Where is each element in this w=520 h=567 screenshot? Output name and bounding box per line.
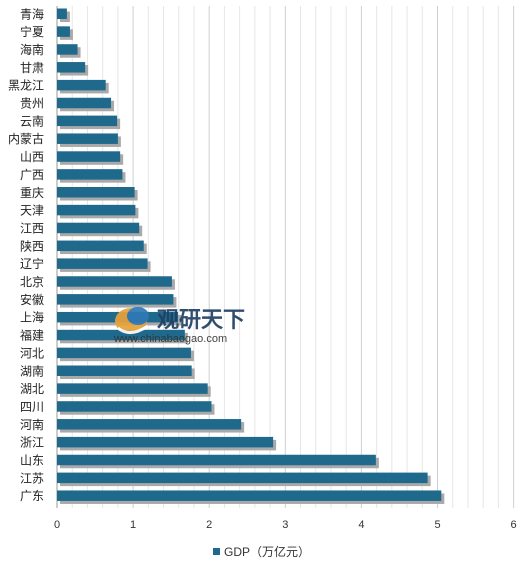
category-label: 河北 — [20, 346, 44, 360]
category-label: 北京 — [20, 275, 44, 289]
bar — [57, 187, 135, 198]
bar — [57, 454, 376, 466]
category-label: 山东 — [20, 454, 44, 468]
category-label: 云南 — [20, 113, 44, 128]
bar — [57, 401, 212, 412]
bar — [57, 347, 191, 359]
bar — [57, 44, 78, 55]
watermark-url: www.chinabaogao.com — [113, 333, 227, 345]
category-label: 青海 — [20, 6, 44, 21]
watermark-title: 观研天下 — [157, 307, 245, 332]
x-tick-label: 5 — [434, 519, 440, 531]
bar — [57, 115, 118, 127]
x-tick-label: 4 — [358, 519, 364, 531]
bar — [57, 97, 112, 109]
category-label: 黑龙江 — [8, 79, 44, 93]
bar — [57, 490, 442, 501]
x-tick-label: 1 — [130, 519, 136, 531]
bar — [57, 240, 144, 252]
bar — [57, 419, 242, 430]
category-label: 陕西 — [20, 238, 44, 253]
bar — [57, 472, 428, 484]
x-tick-label: 3 — [282, 519, 288, 531]
bar — [57, 365, 192, 376]
legend: GDP（万亿元） — [213, 544, 310, 559]
x-tick-label: 2 — [206, 519, 212, 531]
bar — [57, 62, 86, 73]
bar — [57, 151, 121, 162]
bar — [57, 169, 123, 180]
x-tick-label: 6 — [511, 519, 517, 531]
category-label: 宁夏 — [20, 24, 44, 39]
x-tick-labels: 0 1 2 3 4 5 6 — [54, 519, 517, 531]
bar — [57, 383, 208, 394]
category-label: 四川 — [20, 400, 44, 414]
bar — [57, 294, 174, 305]
category-label: 海南 — [20, 42, 44, 57]
category-label: 湖南 — [20, 363, 44, 378]
category-label: 辽宁 — [20, 256, 44, 271]
bar — [57, 26, 70, 37]
bar — [57, 133, 118, 144]
category-label: 广东 — [20, 489, 44, 503]
category-label: 河南 — [20, 417, 44, 432]
category-label: 山西 — [20, 150, 44, 164]
category-label: 安徽 — [20, 292, 44, 307]
bar — [57, 204, 136, 216]
bar — [57, 276, 172, 287]
bar — [57, 436, 274, 448]
category-label: 福建 — [20, 328, 44, 343]
category-label: 内蒙古 — [8, 131, 44, 146]
category-label: 重庆 — [20, 186, 44, 200]
category-label: 甘肃 — [20, 61, 44, 75]
legend-swatch — [213, 548, 220, 555]
category-label: 江苏 — [20, 471, 44, 485]
bar — [57, 329, 185, 341]
category-label: 江西 — [20, 221, 44, 235]
category-label: 广西 — [20, 168, 44, 182]
watermark: 观研天下 www.chinabaogao.com — [113, 307, 245, 345]
bar — [57, 258, 148, 269]
bar — [57, 8, 67, 19]
x-tick-label: 0 — [54, 519, 60, 531]
bar — [57, 222, 140, 234]
category-label: 湖北 — [20, 381, 44, 396]
bar — [57, 79, 106, 91]
category-label: 贵州 — [20, 97, 44, 111]
category-label: 浙江 — [20, 436, 44, 450]
watermark-logo-icon — [115, 307, 149, 334]
category-label: 上海 — [20, 310, 44, 325]
category-label: 天津 — [20, 204, 44, 218]
category-labels: 青海宁夏海南甘肃黑龙江贵州云南内蒙古山西广西重庆天津江西陕西辽宁北京安徽上海福建… — [8, 6, 44, 503]
legend-label: GDP（万亿元） — [224, 544, 310, 559]
